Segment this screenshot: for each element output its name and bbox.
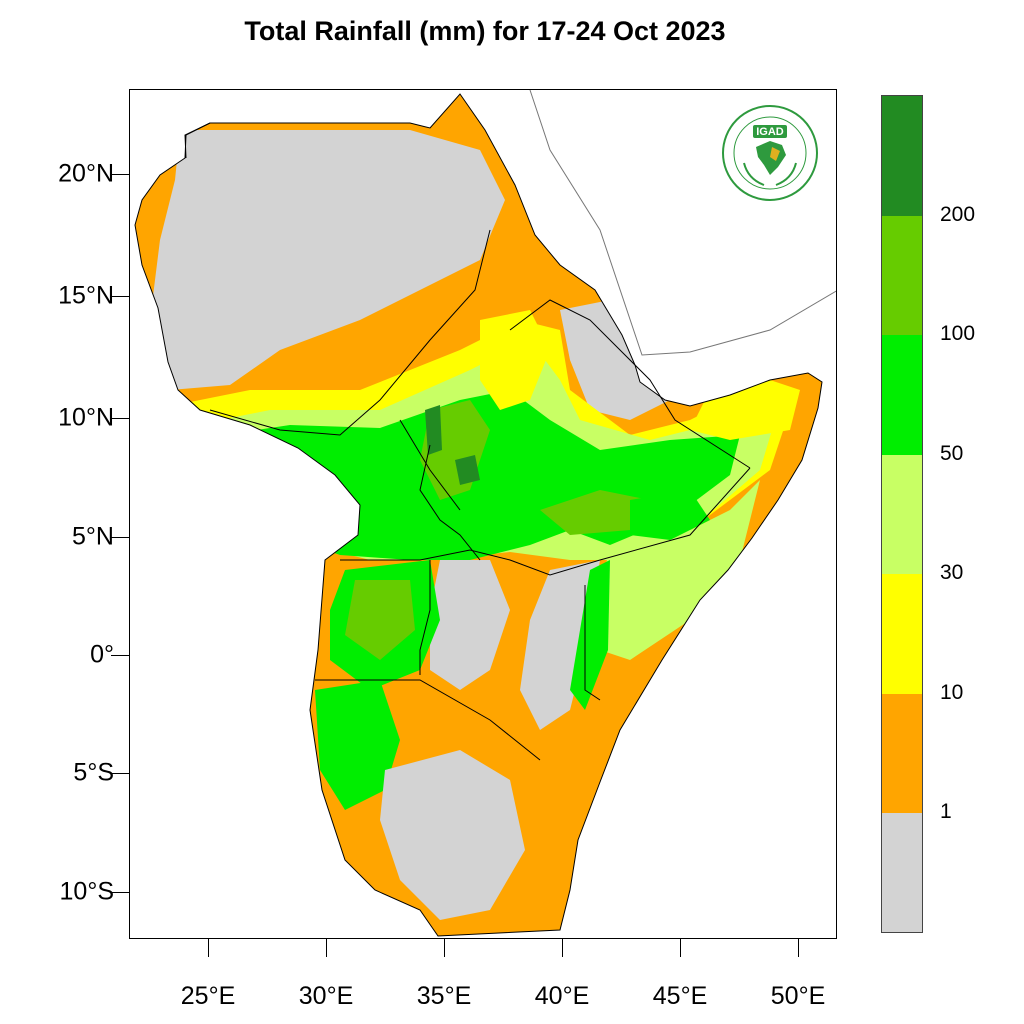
igad-logo-text: IGAD bbox=[756, 126, 784, 138]
legend-label-200: 200 bbox=[940, 203, 976, 226]
legend-band-30-50 bbox=[882, 455, 922, 574]
colorbar-legend bbox=[881, 95, 923, 933]
igad-emblem: IGAD bbox=[722, 105, 818, 201]
lat-label-5n: 5°N bbox=[72, 522, 114, 551]
lat-label-15n: 15°N bbox=[58, 281, 114, 310]
rainfall-map-canvas bbox=[130, 90, 836, 938]
x-tick bbox=[562, 939, 563, 957]
legend-label-50: 50 bbox=[940, 442, 964, 465]
x-tick bbox=[444, 939, 445, 957]
lon-label-40e: 40°E bbox=[534, 982, 590, 1010]
y-tick bbox=[111, 892, 129, 893]
y-tick bbox=[111, 773, 129, 774]
country-borders bbox=[184, 122, 751, 761]
legend-label-30: 30 bbox=[940, 561, 964, 584]
lat-label-10s: 10°S bbox=[59, 877, 114, 906]
lon-label-25e: 25°E bbox=[180, 982, 236, 1010]
lat-label-0: 0° bbox=[90, 640, 114, 669]
legend-band-50-100 bbox=[882, 335, 922, 455]
lon-label-30e: 30°E bbox=[298, 982, 354, 1010]
map-title: Total Rainfall (mm) for 17-24 Oct 2023 bbox=[244, 16, 726, 46]
legend-label-10: 10 bbox=[940, 681, 964, 704]
lat-label-5s: 5°S bbox=[73, 758, 114, 787]
legend-band-200plus bbox=[882, 96, 922, 216]
legend-label-1: 1 bbox=[940, 800, 952, 823]
lon-label-45e: 45°E bbox=[652, 982, 708, 1010]
legend-band-1-10 bbox=[882, 694, 922, 813]
rainfall-map[interactable] bbox=[129, 89, 837, 939]
lat-label-10n: 10°N bbox=[58, 403, 114, 432]
x-tick bbox=[798, 939, 799, 957]
legend-band-100-200 bbox=[882, 216, 922, 335]
y-tick bbox=[111, 418, 129, 419]
legend-band-10-30 bbox=[882, 574, 922, 694]
legend-band-below-1 bbox=[882, 813, 922, 932]
lon-label-50e: 50°E bbox=[770, 982, 826, 1010]
y-tick bbox=[111, 296, 129, 297]
y-tick bbox=[111, 537, 129, 538]
y-tick bbox=[111, 655, 129, 656]
x-tick bbox=[208, 939, 209, 957]
lat-label-20n: 20°N bbox=[58, 159, 114, 188]
x-tick bbox=[680, 939, 681, 957]
igad-logo: IGAD bbox=[720, 103, 820, 203]
lon-label-35e: 35°E bbox=[416, 982, 472, 1010]
y-tick bbox=[111, 174, 129, 175]
x-tick bbox=[326, 939, 327, 957]
legend-label-100: 100 bbox=[940, 322, 976, 345]
